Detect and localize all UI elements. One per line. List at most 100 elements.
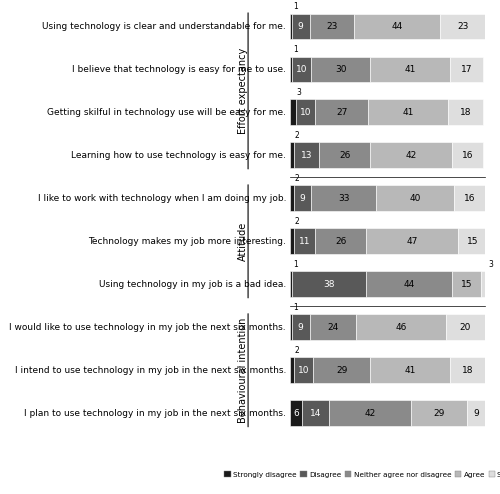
Bar — [450, 56, 483, 82]
Text: 47: 47 — [406, 237, 417, 246]
Text: 29: 29 — [434, 409, 445, 418]
Text: 1: 1 — [293, 45, 298, 54]
Bar — [290, 357, 294, 383]
Text: 3: 3 — [488, 260, 493, 269]
Bar — [452, 142, 483, 168]
Bar — [294, 142, 320, 168]
Bar — [354, 13, 440, 40]
Text: Getting skilful in technology use will be easy for me.: Getting skilful in technology use will b… — [47, 108, 286, 117]
Bar — [481, 271, 487, 297]
Text: I like to work with technology when I am doing my job.: I like to work with technology when I am… — [38, 194, 286, 203]
Bar — [376, 185, 454, 211]
Text: 2: 2 — [295, 131, 300, 140]
Bar — [329, 400, 411, 426]
Bar — [290, 228, 294, 254]
Bar — [411, 400, 468, 426]
Bar — [450, 357, 485, 383]
Bar — [290, 13, 292, 40]
Text: 16: 16 — [462, 151, 473, 160]
Bar — [292, 13, 310, 40]
Bar — [356, 314, 446, 340]
Text: 20: 20 — [460, 323, 471, 332]
Text: 14: 14 — [310, 409, 321, 418]
Bar — [290, 314, 292, 340]
Bar — [366, 271, 452, 297]
Text: 24: 24 — [328, 323, 338, 332]
Text: 3: 3 — [297, 88, 302, 97]
Bar — [290, 56, 292, 82]
Bar — [292, 56, 312, 82]
Text: 29: 29 — [336, 366, 347, 375]
Bar — [294, 185, 312, 211]
Bar — [448, 99, 483, 125]
Text: 41: 41 — [402, 108, 413, 117]
Text: 6: 6 — [293, 409, 298, 418]
Text: 1: 1 — [293, 303, 298, 312]
Bar — [290, 185, 294, 211]
Text: 23: 23 — [326, 22, 338, 31]
Text: 46: 46 — [396, 323, 407, 332]
Bar — [370, 357, 450, 383]
Text: 10: 10 — [296, 65, 308, 74]
Text: 9: 9 — [474, 409, 479, 418]
Text: 9: 9 — [298, 323, 304, 332]
Bar — [312, 56, 370, 82]
Text: 26: 26 — [339, 151, 350, 160]
Bar — [370, 142, 452, 168]
Bar — [310, 314, 356, 340]
Text: Using technology is clear and understandable for me.: Using technology is clear and understand… — [42, 22, 286, 31]
Bar — [302, 400, 329, 426]
Text: 44: 44 — [404, 280, 414, 289]
Text: 15: 15 — [460, 280, 472, 289]
Text: 17: 17 — [460, 65, 472, 74]
Bar — [452, 271, 481, 297]
Text: 26: 26 — [335, 237, 346, 246]
Text: 2: 2 — [295, 174, 300, 183]
Bar — [290, 271, 292, 297]
Bar — [316, 99, 368, 125]
Text: I plan to use technology in my job in the next six months.: I plan to use technology in my job in th… — [24, 409, 286, 418]
Text: I intend to use technology in my job in the next six months.: I intend to use technology in my job in … — [14, 366, 286, 375]
Bar — [292, 271, 366, 297]
Text: 42: 42 — [406, 151, 416, 160]
Text: 10: 10 — [298, 366, 310, 375]
Bar — [320, 142, 370, 168]
Text: 1: 1 — [293, 2, 298, 11]
Text: Attitude: Attitude — [238, 222, 248, 261]
Text: 27: 27 — [336, 108, 347, 117]
Bar — [294, 228, 316, 254]
Text: 44: 44 — [392, 22, 403, 31]
Text: 18: 18 — [462, 366, 473, 375]
Text: 18: 18 — [460, 108, 471, 117]
Bar — [290, 142, 294, 168]
Text: 11: 11 — [299, 237, 310, 246]
Bar — [314, 357, 370, 383]
Bar — [312, 185, 376, 211]
Bar — [440, 13, 485, 40]
Bar — [310, 13, 354, 40]
Text: 30: 30 — [335, 65, 346, 74]
Bar — [366, 228, 458, 254]
Bar — [316, 228, 366, 254]
Bar — [290, 99, 296, 125]
Text: 16: 16 — [464, 194, 475, 203]
Text: Effort expectancy: Effort expectancy — [238, 48, 248, 134]
Text: 38: 38 — [323, 280, 335, 289]
Text: 13: 13 — [301, 151, 312, 160]
Bar — [458, 228, 487, 254]
Text: I would like to use technology in my job the next six months.: I would like to use technology in my job… — [10, 323, 286, 332]
Text: 23: 23 — [457, 22, 468, 31]
Bar — [468, 400, 485, 426]
Text: 1: 1 — [293, 260, 298, 269]
Text: Using technology in my job is a bad idea.: Using technology in my job is a bad idea… — [99, 280, 286, 289]
Bar — [446, 314, 485, 340]
Text: Technology makes my job more interesting.: Technology makes my job more interesting… — [88, 237, 286, 246]
Text: 9: 9 — [300, 194, 306, 203]
Text: Behavioural intention: Behavioural intention — [238, 318, 248, 423]
Bar — [370, 56, 450, 82]
Text: 41: 41 — [404, 366, 415, 375]
Text: 41: 41 — [404, 65, 415, 74]
Text: 9: 9 — [298, 22, 304, 31]
Text: I believe that technology is easy for me to use.: I believe that technology is easy for me… — [72, 65, 286, 74]
Bar — [454, 185, 485, 211]
